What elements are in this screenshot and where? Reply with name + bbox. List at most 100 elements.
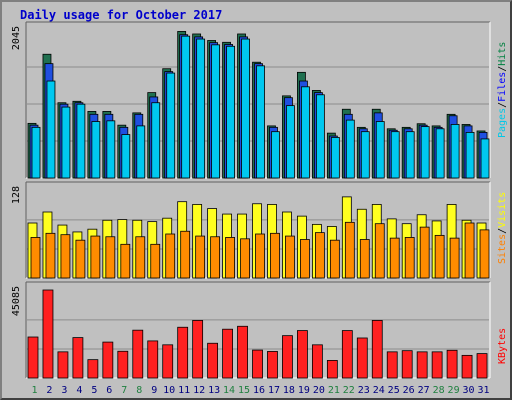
bar-kbytes-day-5 [87, 359, 99, 379]
bar-kbytes-day-13 [207, 342, 219, 379]
bar-sites-day-20 [314, 232, 325, 279]
bar-kbytes-day-6 [102, 341, 114, 379]
x-tick-label: 29 [448, 385, 460, 396]
legend-separator: / [497, 228, 508, 234]
bar-sites-day-19 [300, 239, 310, 279]
bar-kbytes-day-8 [132, 329, 144, 379]
bar-kbytes-day-4 [72, 337, 84, 379]
x-tick-label: 19 [298, 385, 310, 396]
bar-pages-day-22 [345, 119, 355, 179]
x-tick-label: 27 [418, 385, 430, 396]
x-tick-label: 17 [268, 385, 280, 396]
x-tick-label: 14 [223, 385, 235, 396]
bar-pages-day-10 [166, 72, 176, 179]
x-tick-label: 16 [253, 385, 265, 396]
x-tick-label: 25 [388, 385, 400, 396]
bar-kbytes-day-1 [27, 336, 39, 379]
bar-kbytes-day-17 [267, 351, 278, 379]
bar-pages-day-21 [330, 137, 340, 179]
bar-pages-day-2 [46, 80, 56, 179]
bar-sites-day-27 [419, 226, 430, 279]
x-tick-label: 31 [477, 385, 489, 396]
bar-sites-day-4 [75, 239, 86, 279]
x-tick-label: 7 [121, 385, 127, 396]
ymax-label-visits-sites: 128 [11, 186, 22, 204]
bar-sites-day-5 [90, 235, 101, 279]
bar-pages-day-9 [151, 102, 161, 179]
bar-pages-day-3 [61, 106, 71, 179]
x-tick-label: 22 [343, 385, 355, 396]
bar-pages-day-5 [91, 121, 101, 179]
bar-sites-day-21 [329, 239, 340, 279]
bar-kbytes-day-23 [356, 337, 368, 379]
legend-entry-pages: Pages [497, 108, 508, 138]
bar-pages-day-8 [136, 125, 146, 179]
bar-kbytes-day-21 [326, 360, 338, 379]
bar-sites-day-9 [150, 243, 161, 279]
bar-sites-day-28 [434, 234, 445, 279]
x-tick-label: 13 [208, 385, 220, 396]
bar-pages-day-4 [76, 103, 86, 179]
bar-sites-day-13 [210, 236, 221, 279]
bar-kbytes-day-31 [476, 353, 488, 379]
bar-pages-day-15 [241, 38, 250, 179]
legend-entry-hits: Hits [497, 42, 508, 66]
bar-pages-day-30 [465, 132, 475, 179]
bar-sites-day-17 [270, 232, 280, 279]
bar-kbytes-day-9 [147, 340, 159, 379]
bar-pages-day-16 [256, 65, 265, 179]
bar-sites-day-2 [45, 232, 56, 279]
x-tick-label: 6 [106, 385, 112, 396]
bar-pages-day-6 [106, 120, 116, 179]
bar-kbytes-day-10 [162, 344, 174, 379]
legend-kbytes: KBytes [497, 328, 508, 364]
bar-sites-day-30 [464, 222, 475, 279]
legend-visits-sites: Sites/Visits [497, 192, 508, 264]
bar-sites-day-8 [135, 236, 146, 279]
bar-kbytes-day-29 [446, 349, 458, 379]
bar-kbytes-day-20 [311, 344, 323, 379]
x-tick-label: 10 [163, 385, 175, 396]
ymax-label-hits-files-pages: 2045 [11, 26, 22, 50]
bar-kbytes-day-27 [416, 351, 428, 379]
bar-pages-day-18 [286, 105, 295, 179]
bar-sites-day-3 [60, 234, 71, 279]
bar-pages-day-31 [480, 138, 490, 179]
bar-sites-day-25 [389, 237, 400, 279]
x-tick-label: 4 [76, 385, 82, 396]
legend-entry-files: Files [497, 72, 508, 102]
legend-entry-visits: Visits [497, 192, 508, 228]
bar-sites-day-22 [344, 221, 355, 279]
bar-pages-day-7 [121, 134, 131, 179]
bar-sites-day-31 [479, 229, 490, 279]
bar-pages-day-25 [390, 131, 400, 179]
bar-sites-day-23 [359, 239, 370, 279]
bar-sites-day-6 [105, 236, 116, 279]
x-tick-label: 26 [403, 385, 415, 396]
bar-pages-day-26 [405, 131, 415, 179]
bar-kbytes-day-16 [252, 349, 263, 379]
bar-sites-day-18 [285, 235, 295, 279]
bar-sites-day-26 [404, 237, 415, 279]
x-tick-label: 2 [46, 385, 52, 396]
bar-sites-day-1 [30, 237, 41, 279]
legend-entry-kbytes: KBytes [497, 328, 508, 364]
x-tick-label: 23 [358, 385, 370, 396]
bar-pages-day-23 [360, 131, 370, 179]
ymax-label-kbytes: 45085 [11, 286, 22, 316]
x-tick-label: 30 [463, 385, 475, 396]
bar-sites-day-10 [165, 233, 176, 279]
bar-kbytes-day-3 [57, 351, 69, 379]
bar-kbytes-day-15 [237, 325, 248, 379]
x-tick-label: 20 [313, 385, 325, 396]
bar-pages-day-19 [301, 86, 310, 179]
bar-sites-day-12 [195, 235, 206, 279]
bar-sites-day-14 [225, 237, 235, 279]
bar-kbytes-day-24 [371, 320, 383, 379]
bar-pages-day-1 [31, 126, 41, 179]
bar-pages-day-11 [181, 35, 191, 179]
bar-pages-day-20 [315, 94, 325, 179]
bar-kbytes-day-22 [341, 330, 353, 379]
bar-pages-day-29 [450, 124, 460, 179]
